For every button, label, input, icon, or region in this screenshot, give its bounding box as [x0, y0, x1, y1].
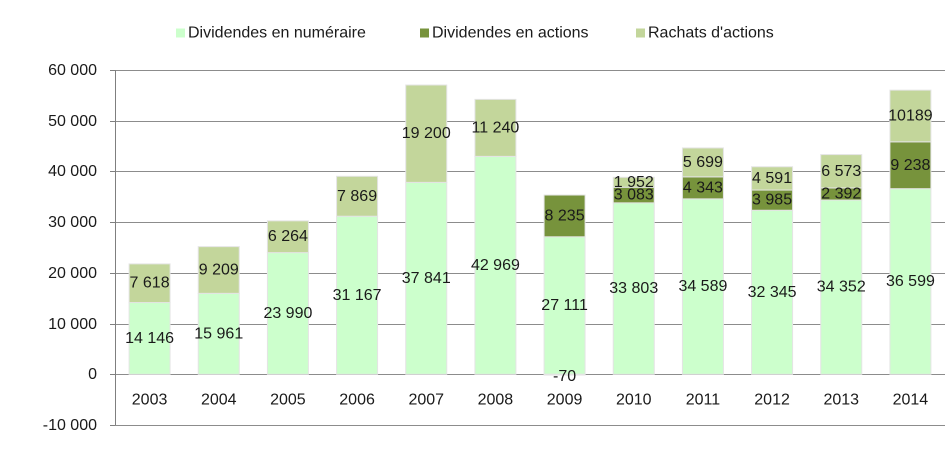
bar-segment-dividendes-numeraire-2006 — [336, 215, 379, 375]
value-label-dividendes-actions-2014: 9 238 — [890, 157, 930, 174]
bar-segment-rachats-actions-2004 — [197, 246, 240, 294]
bar-segment-rachats-actions-2003 — [128, 263, 171, 304]
x-category-label: 2010 — [616, 392, 652, 409]
value-label-dividendes-actions-2012: 3 985 — [752, 192, 792, 209]
x-category-label: 2006 — [339, 392, 375, 409]
value-label-dividendes-numeraire-2007: 37 841 — [402, 270, 451, 287]
y-tick-label: 0 — [88, 366, 97, 383]
value-label-rachats-actions-2007: 19 200 — [402, 125, 451, 142]
legend-swatch-dividendes-actions — [420, 28, 429, 38]
y-tick-label: 50 000 — [48, 113, 97, 130]
x-category-label: 2008 — [478, 392, 514, 409]
value-label-dividendes-numeraire-2014: 36 599 — [886, 273, 935, 290]
value-label-rachats-actions-2013: 6 573 — [821, 163, 861, 180]
value-label-rachats-actions-2014: 10189 — [888, 107, 933, 124]
legend-swatch-rachats-actions — [636, 28, 645, 38]
value-label-dividendes-numeraire-2006: 31 167 — [333, 287, 382, 304]
bar-segment-dividendes-numeraire-2007 — [405, 181, 448, 375]
x-category-label: 2012 — [754, 392, 790, 409]
value-label-dividendes-numeraire-2009: 27 111 — [541, 297, 588, 314]
bar-segment-dividendes-actions-2009 — [543, 194, 586, 238]
value-label-dividendes-numeraire-2012: 32 345 — [748, 284, 797, 301]
x-category-label: 2013 — [823, 392, 859, 409]
y-tick-label: 60 000 — [48, 62, 97, 79]
x-category-label: 2011 — [686, 392, 721, 409]
bar-segment-dividendes-numeraire-2011 — [681, 198, 724, 375]
bar-segment-rachats-actions-2006 — [336, 175, 379, 217]
value-label-rachats-actions-2011: 5 699 — [683, 154, 723, 171]
x-category-label: 2003 — [132, 392, 168, 409]
bar-segment-dividendes-numeraire-2003 — [128, 302, 171, 375]
y-tick-label: -10 000 — [43, 417, 97, 434]
bar-segment-dividendes-numeraire-2012 — [751, 209, 794, 375]
value-label-dividendes-actions-2013: 2 392 — [821, 186, 861, 203]
x-category-label: 2009 — [547, 392, 583, 409]
bar-segment-rachats-actions-2008 — [474, 98, 517, 157]
labels: 14 146 7 618 15 961 9 209 23 990 6 264 31 167 7… — [125, 107, 935, 408]
value-label-rachats-actions-2009: -70 — [553, 368, 576, 385]
value-label-rachats-actions-2012: 4 591 — [752, 170, 792, 187]
value-label-dividendes-numeraire-2008: 42 969 — [471, 257, 520, 274]
value-label-dividendes-numeraire-2005: 23 990 — [263, 305, 312, 322]
value-label-dividendes-numeraire-2011: 34 589 — [678, 278, 727, 295]
bar-segment-dividendes-numeraire-2004 — [197, 292, 240, 375]
value-label-dividendes-actions-2010: 3 083 — [614, 187, 654, 204]
grid: 60 000 50 000 40 000 30 000 20 000 10 000 0 -10… — [43, 62, 945, 434]
legend-label-dividendes-actions: Dividendes en actions — [432, 25, 589, 42]
value-label-rachats-actions-2004: 9 209 — [199, 261, 239, 278]
value-label-rachats-actions-2003: 7 618 — [130, 275, 170, 292]
bars — [128, 84, 932, 376]
bar-segment-dividendes-numeraire-2008 — [474, 155, 517, 375]
y-tick-label: 10 000 — [48, 316, 97, 333]
legend-item-dividendes-numeraire: Dividendes en numéraire — [176, 25, 366, 42]
y-tick-label: 30 000 — [48, 214, 97, 231]
value-label-dividendes-numeraire-2013: 34 352 — [817, 279, 866, 296]
bar-segment-rachats-actions-2013 — [820, 154, 863, 189]
value-label-dividendes-numeraire-2004: 15 961 — [194, 325, 243, 342]
value-label-rachats-actions-2006: 7 869 — [337, 188, 377, 205]
value-label-dividendes-numeraire-2010: 33 803 — [609, 280, 658, 297]
bar-segment-rachats-actions-2012 — [751, 166, 794, 191]
legend-label-dividendes-numeraire: Dividendes en numéraire — [188, 25, 366, 42]
value-label-dividendes-actions-2009: 8 235 — [545, 207, 585, 224]
value-label-dividendes-actions-2011: 4 343 — [683, 179, 723, 196]
value-label-dividendes-numeraire-2003: 14 146 — [125, 330, 174, 347]
y-tick-label: 40 000 — [48, 163, 97, 180]
bar-segment-dividendes-numeraire-2010 — [612, 202, 655, 375]
y-tick-label: 20 000 — [48, 265, 97, 282]
bar-segment-dividendes-numeraire-2005 — [266, 252, 309, 375]
bar-segment-rachats-actions-2010 — [612, 176, 655, 188]
bar-segment-rachats-actions-2011 — [681, 147, 724, 178]
value-label-rachats-actions-2005: 6 264 — [268, 228, 308, 245]
value-label-rachats-actions-2010: 1 952 — [614, 174, 654, 191]
x-category-label: 2005 — [270, 392, 306, 409]
legend-item-rachats-actions: Rachats d'actions — [636, 25, 774, 42]
bar-segment-rachats-actions-2014 — [889, 89, 932, 143]
x-category-label: 2004 — [201, 392, 237, 409]
x-category-label: 2007 — [408, 392, 444, 409]
bar-segment-rachats-actions-2009 — [543, 373, 586, 376]
legend: Dividendes en numéraire Dividendes en ac… — [176, 25, 774, 42]
bar-segment-rachats-actions-2007 — [405, 84, 448, 183]
legend-item-dividendes-actions: Dividendes en actions — [420, 25, 589, 42]
bar-segment-dividendes-numeraire-2013 — [820, 199, 863, 375]
legend-swatch-dividendes-numeraire — [176, 28, 185, 38]
bar-segment-dividendes-numeraire-2009 — [543, 236, 586, 375]
x-category-label: 2014 — [893, 392, 929, 409]
bar-segment-rachats-actions-2005 — [266, 220, 309, 254]
legend-label-rachats-actions: Rachats d'actions — [648, 25, 774, 42]
value-label-rachats-actions-2008: 11 240 — [472, 119, 520, 136]
